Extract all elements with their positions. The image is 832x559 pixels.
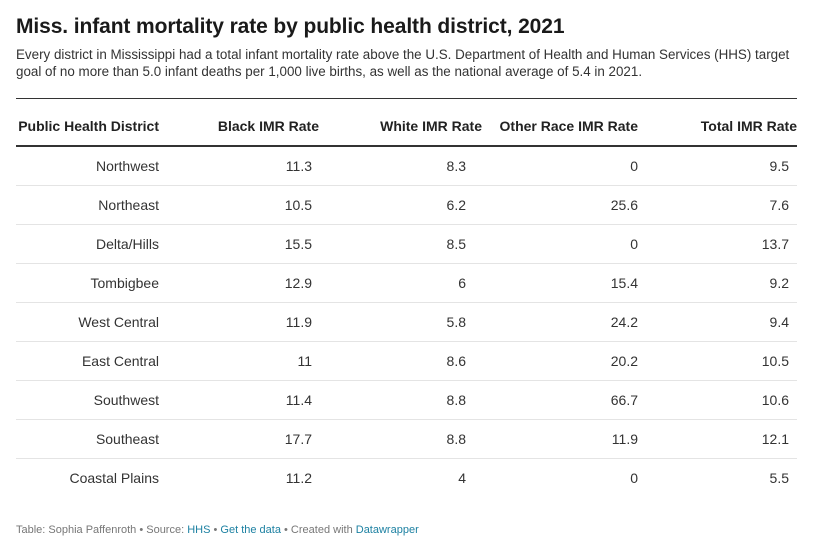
district-cell: Northwest (16, 145, 159, 186)
district-cell: Delta/Hills (16, 224, 159, 264)
black-imr-cell: 10.5 (159, 185, 320, 225)
table-row: Northeast 10.5 6.2 25.6 7.6 (16, 185, 797, 225)
white-imr-cell: 8.8 (320, 419, 482, 459)
white-imr-cell: 8.8 (320, 380, 482, 420)
total-imr-cell: 9.5 (646, 145, 797, 186)
table-row: East Central 11 8.6 20.2 10.5 (16, 341, 797, 381)
column-header-other-race-imr[interactable]: Other Race IMR Rate (499, 117, 638, 134)
district-cell: Tombigbee (16, 263, 159, 303)
chart-container: Miss. infant mortality rate by public he… (16, 12, 797, 497)
black-imr-cell: 11.4 (159, 380, 320, 420)
chart-footer: Table: Sophia Paffenroth • Source: HHS •… (16, 524, 419, 536)
chart-subtitle: Every district in Mississippi had a tota… (16, 47, 790, 79)
total-imr-cell: 10.5 (646, 341, 797, 381)
column-header-white-imr[interactable]: White IMR Rate (380, 117, 482, 134)
district-cell: East Central (16, 341, 159, 381)
table-header-row: Public Health District Black IMR Rate Wh… (16, 98, 797, 146)
white-imr-cell: 6.2 (320, 185, 482, 225)
black-imr-cell: 11.3 (159, 145, 320, 186)
district-cell: Coastal Plains (69, 469, 160, 486)
column-header-black-imr[interactable]: Black IMR Rate (217, 117, 319, 134)
column-header-district[interactable]: Public Health District (18, 117, 159, 134)
district-cell: West Central (16, 302, 159, 342)
black-imr-cell: 11 (159, 341, 320, 381)
source-link[interactable]: HHS (187, 524, 211, 536)
other-race-imr-cell: 66.7 (482, 380, 646, 420)
total-imr-cell: 5.5 (769, 469, 789, 486)
column-header-total-imr[interactable]: Total IMR Rate (700, 117, 797, 134)
total-imr-cell: 10.6 (646, 380, 797, 420)
datawrapper-link[interactable]: Datawrapper (355, 524, 419, 536)
get-data-link[interactable]: Get the data (220, 524, 281, 536)
table-row: Northwest 11.3 8.3 0 9.5 (16, 145, 797, 186)
total-imr-cell: 12.1 (646, 419, 797, 459)
table-row: Coastal Plains 11.2 4 0 5.5 (16, 458, 797, 497)
black-imr-cell: 12.9 (159, 263, 320, 303)
black-imr-cell: 15.5 (159, 224, 320, 264)
other-race-imr-cell: 24.2 (482, 302, 646, 342)
white-imr-cell: 8.3 (320, 145, 482, 186)
white-imr-cell: 6 (320, 263, 482, 303)
district-cell: Northeast (16, 185, 159, 225)
table-row: Southwest 11.4 8.8 66.7 10.6 (16, 380, 797, 420)
total-imr-cell: 9.2 (646, 263, 797, 303)
other-race-imr-cell: 20.2 (482, 341, 646, 381)
table-body: Northwest 11.3 8.3 0 9.5 Northeast 10.5 6.2 25.6… (16, 145, 797, 497)
district-cell: Southwest (16, 380, 159, 420)
white-imr-cell: 8.6 (320, 341, 482, 381)
footer-credit: Table: Sophia Paffenroth • Source: (16, 524, 188, 536)
black-imr-cell: 17.7 (159, 419, 320, 459)
footer-separator: • (210, 524, 221, 536)
white-imr-cell: 4 (458, 469, 466, 486)
table-row: Southeast 17.7 8.8 11.9 12.1 (16, 419, 797, 459)
white-imr-cell: 8.5 (320, 224, 482, 264)
white-imr-cell: 5.8 (320, 302, 482, 342)
district-cell: Southeast (16, 419, 159, 459)
other-race-imr-cell: 0 (630, 469, 638, 486)
total-imr-cell: 7.6 (646, 185, 797, 225)
other-race-imr-cell: 0 (482, 224, 646, 264)
other-race-imr-cell: 25.6 (482, 185, 646, 225)
footer-created-with: • Created with (280, 524, 356, 536)
table-row: Tombigbee 12.9 6 15.4 9.2 (16, 263, 797, 303)
data-table: Public Health District Black IMR Rate Wh… (16, 98, 797, 497)
black-imr-cell: 11.2 (285, 469, 312, 486)
other-race-imr-cell: 0 (482, 145, 646, 186)
table-row: West Central 11.9 5.8 24.2 9.4 (16, 302, 797, 342)
other-race-imr-cell: 11.9 (482, 419, 646, 459)
other-race-imr-cell: 15.4 (482, 263, 646, 303)
black-imr-cell: 11.9 (159, 302, 320, 342)
chart-title: Miss. infant mortality rate by public he… (16, 15, 565, 38)
total-imr-cell: 13.7 (646, 224, 797, 264)
table-row: Delta/Hills 15.5 8.5 0 13.7 (16, 224, 797, 264)
total-imr-cell: 9.4 (646, 302, 797, 342)
